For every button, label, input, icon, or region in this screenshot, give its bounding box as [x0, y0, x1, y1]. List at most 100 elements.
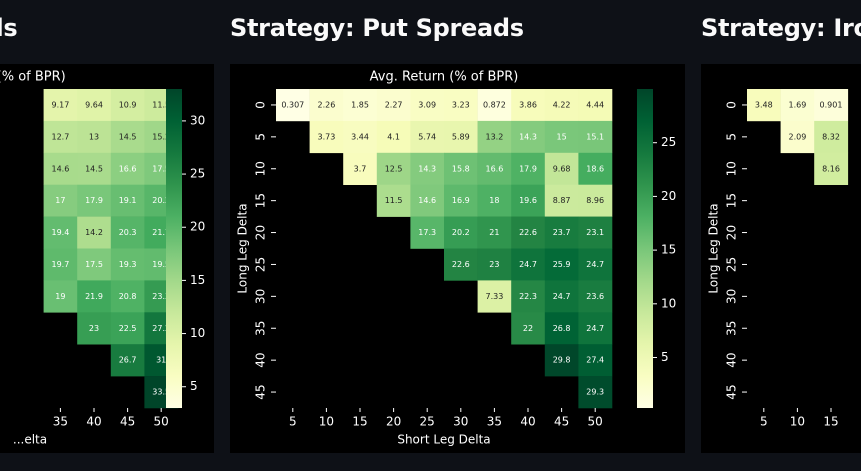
heatmap-put-spreads-svg: Avg. Return (% of BPR)0.307 2.26 1.85 2.27 3… [230, 64, 685, 453]
colorbar-tick-label: 5 [190, 379, 198, 393]
cell-label: 14.6 [418, 196, 436, 205]
cell-label: 12.5 [385, 164, 403, 173]
chart-title: ...(% of BPR) [0, 70, 66, 85]
cell-label: 18.6 [586, 164, 604, 173]
cell-label: 16.6 [485, 164, 503, 173]
colorbar-tick-label: 20 [661, 189, 676, 203]
cell-label: 17.9 [85, 196, 103, 205]
cell-label: 17 [55, 196, 65, 205]
cell-label: 7.33 [485, 292, 503, 301]
y-tick-label: 20 [254, 225, 268, 240]
colorbar-tick-label: 20 [190, 220, 205, 234]
cell-label: 24.7 [586, 260, 604, 269]
cell-label: 3.73 [317, 132, 335, 141]
colorbar-tick-label: 30 [190, 113, 205, 127]
panel-title-iron: Strategy: Iron... [701, 14, 861, 42]
cell-label: 19.4 [51, 228, 69, 237]
cell-label: 22 [523, 324, 533, 333]
cell-label: 10.9 [119, 100, 137, 109]
panel-title-put-spreads: Strategy: Put Spreads [230, 14, 524, 42]
cell-label: 20.2 [452, 228, 470, 237]
x-tick-label: 35 [53, 415, 68, 429]
y-tick-label: 15 [725, 193, 739, 208]
cell-label: 26.8 [553, 324, 571, 333]
cell-label: 23 [89, 324, 99, 333]
x-tick-label: 40 [86, 415, 101, 429]
cell-label: 21 [489, 228, 499, 237]
cell-label: 29.8 [553, 356, 571, 365]
cell-label: 15.8 [452, 164, 470, 173]
x-tick-label: 25 [420, 415, 435, 429]
colorbar [637, 89, 653, 408]
cell-label: 2.09 [788, 132, 806, 141]
cell-label: 29.3 [586, 388, 604, 397]
y-tick-label: 45 [725, 384, 739, 399]
cell-label: 3.48 [755, 100, 773, 109]
y-tick-label: 25 [254, 257, 268, 272]
cell-label: 14.5 [119, 132, 137, 141]
cell-label: 5.89 [452, 132, 470, 141]
cell-label: 25.9 [553, 260, 571, 269]
cell-label: 4.22 [553, 100, 571, 109]
cell-label: 22.5 [119, 324, 137, 333]
cell-label: 11.5 [385, 196, 403, 205]
x-tick-label: 45 [120, 415, 135, 429]
colorbar-tick-label: 15 [190, 273, 205, 287]
cell-label: 27.4 [586, 356, 604, 365]
chart-put-spreads: Avg. Return (% of BPR) 0.307 2.26 1.85 2.27 3… [230, 64, 685, 453]
chart-title: Avg. Return (% of BPR) [370, 70, 519, 85]
cell-label: 9.68 [553, 164, 571, 173]
cell-label: 1.69 [788, 100, 806, 109]
chart-left: ...(% of BPR) 9.17 9.64 10.9 11.5 12.7 13 14.5 1… [0, 64, 214, 453]
cell-label: 24.7 [519, 260, 537, 269]
cell-label: 18 [489, 196, 499, 205]
x-tick-label: 15 [823, 415, 838, 429]
cell-label: 3.44 [351, 132, 369, 141]
cell-label: 14.3 [519, 132, 537, 141]
y-axis-label: Long Leg Delta [707, 203, 721, 293]
x-tick-label: 5 [289, 415, 297, 429]
colorbar-tick-label: 15 [661, 243, 676, 257]
chart-iron: Avg...3.481.690.9012.098.328.16051015202… [701, 64, 861, 453]
y-tick-label: 10 [725, 161, 739, 176]
y-axis-label: Long Leg Delta [236, 203, 250, 293]
cell-label: 2.26 [317, 100, 335, 109]
x-tick-label: 40 [520, 415, 535, 429]
cell-label: 9.64 [85, 100, 103, 109]
cell-label: 17.3 [418, 228, 436, 237]
y-tick-label: 5 [254, 133, 268, 141]
y-tick-label: 30 [725, 289, 739, 304]
cell-label: 26.7 [119, 356, 137, 365]
y-tick-label: 15 [254, 193, 268, 208]
heatmap-left-svg: ...(% of BPR) 9.17 9.64 10.9 11.5 12.7 13 14.5 1… [0, 64, 214, 453]
cell-label: 0.901 [820, 100, 843, 109]
cell-label: 8.87 [553, 196, 571, 205]
cell-label: 14.6 [51, 164, 69, 173]
x-tick-label: 50 [154, 415, 169, 429]
cell-label: 13.2 [485, 132, 503, 141]
cell-label: 9.17 [51, 100, 69, 109]
colorbar-tick-label: 25 [190, 167, 205, 181]
cell-label: 15 [557, 132, 567, 141]
cell-label: 12.7 [51, 132, 69, 141]
x-tick-label: 30 [453, 415, 468, 429]
cell-label: 19 [55, 292, 65, 301]
cell-label: 23 [489, 260, 499, 269]
y-tick-label: 0 [725, 101, 739, 109]
y-tick-label: 40 [725, 353, 739, 368]
cell-label: 19.3 [119, 260, 137, 269]
cell-label: 1.85 [351, 100, 369, 109]
x-tick-label: 50 [588, 415, 603, 429]
cell-label: 19.6 [519, 196, 537, 205]
x-tick-label: 10 [790, 415, 805, 429]
y-tick-label: 25 [725, 257, 739, 272]
cell-label: 24.7 [553, 292, 571, 301]
cell-label: 23.7 [553, 228, 571, 237]
cell-label: 0.307 [281, 100, 304, 109]
cell-label: 16.6 [119, 164, 137, 173]
cell-label: 13 [89, 132, 99, 141]
cell-label: 8.16 [822, 164, 840, 173]
panel-title-left: ...ds [0, 14, 17, 42]
y-tick-label: 30 [254, 289, 268, 304]
cell-label: 17.5 [85, 260, 103, 269]
